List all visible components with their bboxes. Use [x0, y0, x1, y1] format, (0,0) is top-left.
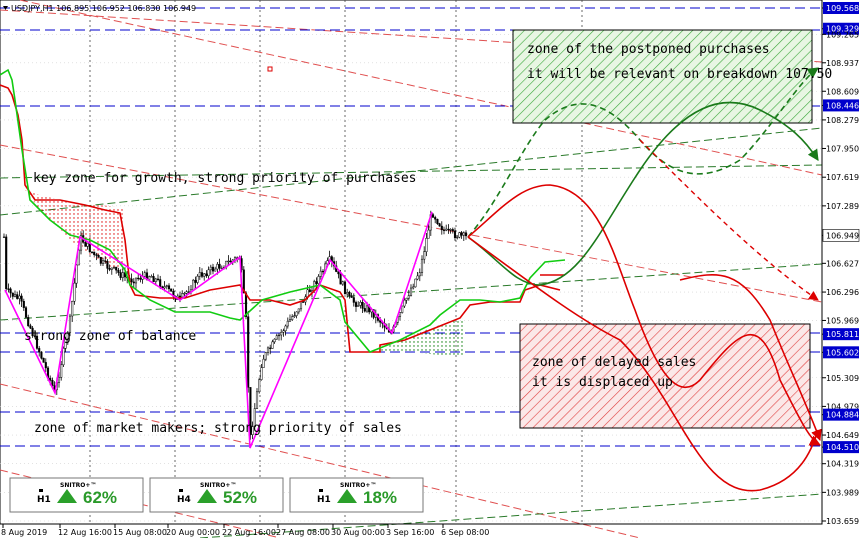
- price-label: 108.609: [826, 87, 859, 96]
- time-label: 20 Aug 00:00: [166, 528, 220, 537]
- candlesticks: [2, 210, 468, 440]
- object-anchor[interactable]: [267, 66, 273, 72]
- price-label: 104.319: [826, 460, 859, 469]
- triangle-icon: [3, 6, 8, 10]
- signal-widget[interactable]: SNITRO+™ H4 52%: [149, 477, 284, 513]
- price-label: 103.659: [826, 517, 859, 526]
- chart-icon: [319, 489, 323, 492]
- price-label-box: [823, 441, 859, 454]
- widget-brand: SNITRO+™: [200, 482, 236, 489]
- zone-delayed-sales: [519, 323, 811, 429]
- price-label: 104.510: [826, 443, 859, 452]
- price-label: 104.649: [826, 431, 859, 440]
- price-label: 104.884: [826, 411, 859, 420]
- price-label-box: [823, 346, 859, 359]
- time-label: 15 Aug 08:00: [113, 528, 167, 537]
- time-label: 6 Sep 08:00: [441, 528, 489, 537]
- price-label: 107.289: [826, 202, 859, 211]
- arrow-up-icon: [57, 489, 77, 503]
- sell-zone-title: zone of delayed sales: [532, 355, 696, 370]
- time-label: 30 Aug 00:00: [331, 528, 385, 537]
- market-makers-note: zone of market makers; strong priority o…: [34, 421, 402, 436]
- zigzag-indicator: [4, 211, 433, 449]
- growth-zone-note: key zone for growth, strong priority of …: [33, 171, 417, 186]
- widget-brand: SNITRO+™: [60, 482, 96, 489]
- time-label: 3 Sep 16:00: [386, 528, 434, 537]
- signal-widget[interactable]: SNITRO+™ H1 18%: [289, 477, 424, 513]
- price-label: 105.969: [826, 316, 859, 325]
- price-label-box: [823, 328, 859, 341]
- price-label: 107.950: [826, 144, 859, 153]
- signal-widget[interactable]: SNITRO+™ H1 62%: [9, 477, 144, 513]
- price-label: 106.627: [826, 259, 859, 268]
- arrow-up-icon: [337, 489, 357, 503]
- widget-percent: 62%: [83, 488, 117, 507]
- price-label: 108.446: [826, 101, 859, 110]
- widget-timeframe: H1: [37, 495, 51, 505]
- widget-brand: SNITRO+™: [340, 482, 376, 489]
- current-price-box: [822, 229, 860, 242]
- balance-zone-note: strong zone of balance: [24, 329, 196, 344]
- price-label: 105.602: [826, 348, 859, 357]
- price-label: 109.329: [826, 25, 859, 34]
- price-label: 106.296: [826, 288, 859, 297]
- widget-percent: 18%: [363, 488, 397, 507]
- price-label: 108.279: [826, 116, 859, 125]
- widget-percent: 52%: [223, 488, 257, 507]
- price-label: 108.937: [826, 59, 859, 68]
- forecast-paths: [467, 67, 822, 492]
- symbol-header: USDJPY,H1 106.895 106.952 106.830 106.94…: [11, 4, 196, 13]
- time-axis[interactable]: 8 Aug 2019 12 Aug 16:00 15 Aug 08:00 20 Aug…: [0, 523, 822, 537]
- price-label: 105.811: [826, 330, 859, 339]
- price-label: 106.949: [826, 231, 859, 240]
- time-label: 22 Aug 16:00: [222, 528, 276, 537]
- time-label: 8 Aug 2019: [1, 528, 47, 537]
- price-label: 107.619: [826, 173, 859, 182]
- price-label: 109.265: [826, 30, 859, 39]
- chart-header: USDJPY,H1 106.895 106.952 106.830 106.94…: [3, 4, 196, 13]
- chart-icon: [39, 489, 43, 492]
- annotations: zone of the postponed purchases it will …: [24, 42, 832, 436]
- time-label: 12 Aug 16:00: [58, 528, 112, 537]
- chart-icon: [179, 489, 183, 492]
- sell-zone-note: it is displaced up: [532, 375, 673, 390]
- widget-timeframe: H1: [317, 495, 331, 505]
- price-label: 105.309: [826, 374, 859, 383]
- indicator-lines: [0, 68, 566, 353]
- price-label: 103.989: [826, 488, 859, 497]
- vertical-grid: [89, 0, 583, 524]
- buy-zone-title: zone of the postponed purchases: [527, 42, 770, 57]
- price-label: 109.568: [826, 4, 859, 13]
- time-label: 27 Aug 08:00: [276, 528, 330, 537]
- price-label-box: [823, 2, 859, 14]
- widget-timeframe: H4: [177, 495, 191, 505]
- arrow-up-icon: [197, 489, 217, 503]
- buy-zone-note: it will be relevant on breakdown 107.50: [527, 67, 832, 82]
- price-label-box: [823, 22, 859, 35]
- price-label-box: [823, 99, 859, 112]
- price-label-box: [823, 408, 859, 421]
- price-label: 104.979: [826, 402, 859, 411]
